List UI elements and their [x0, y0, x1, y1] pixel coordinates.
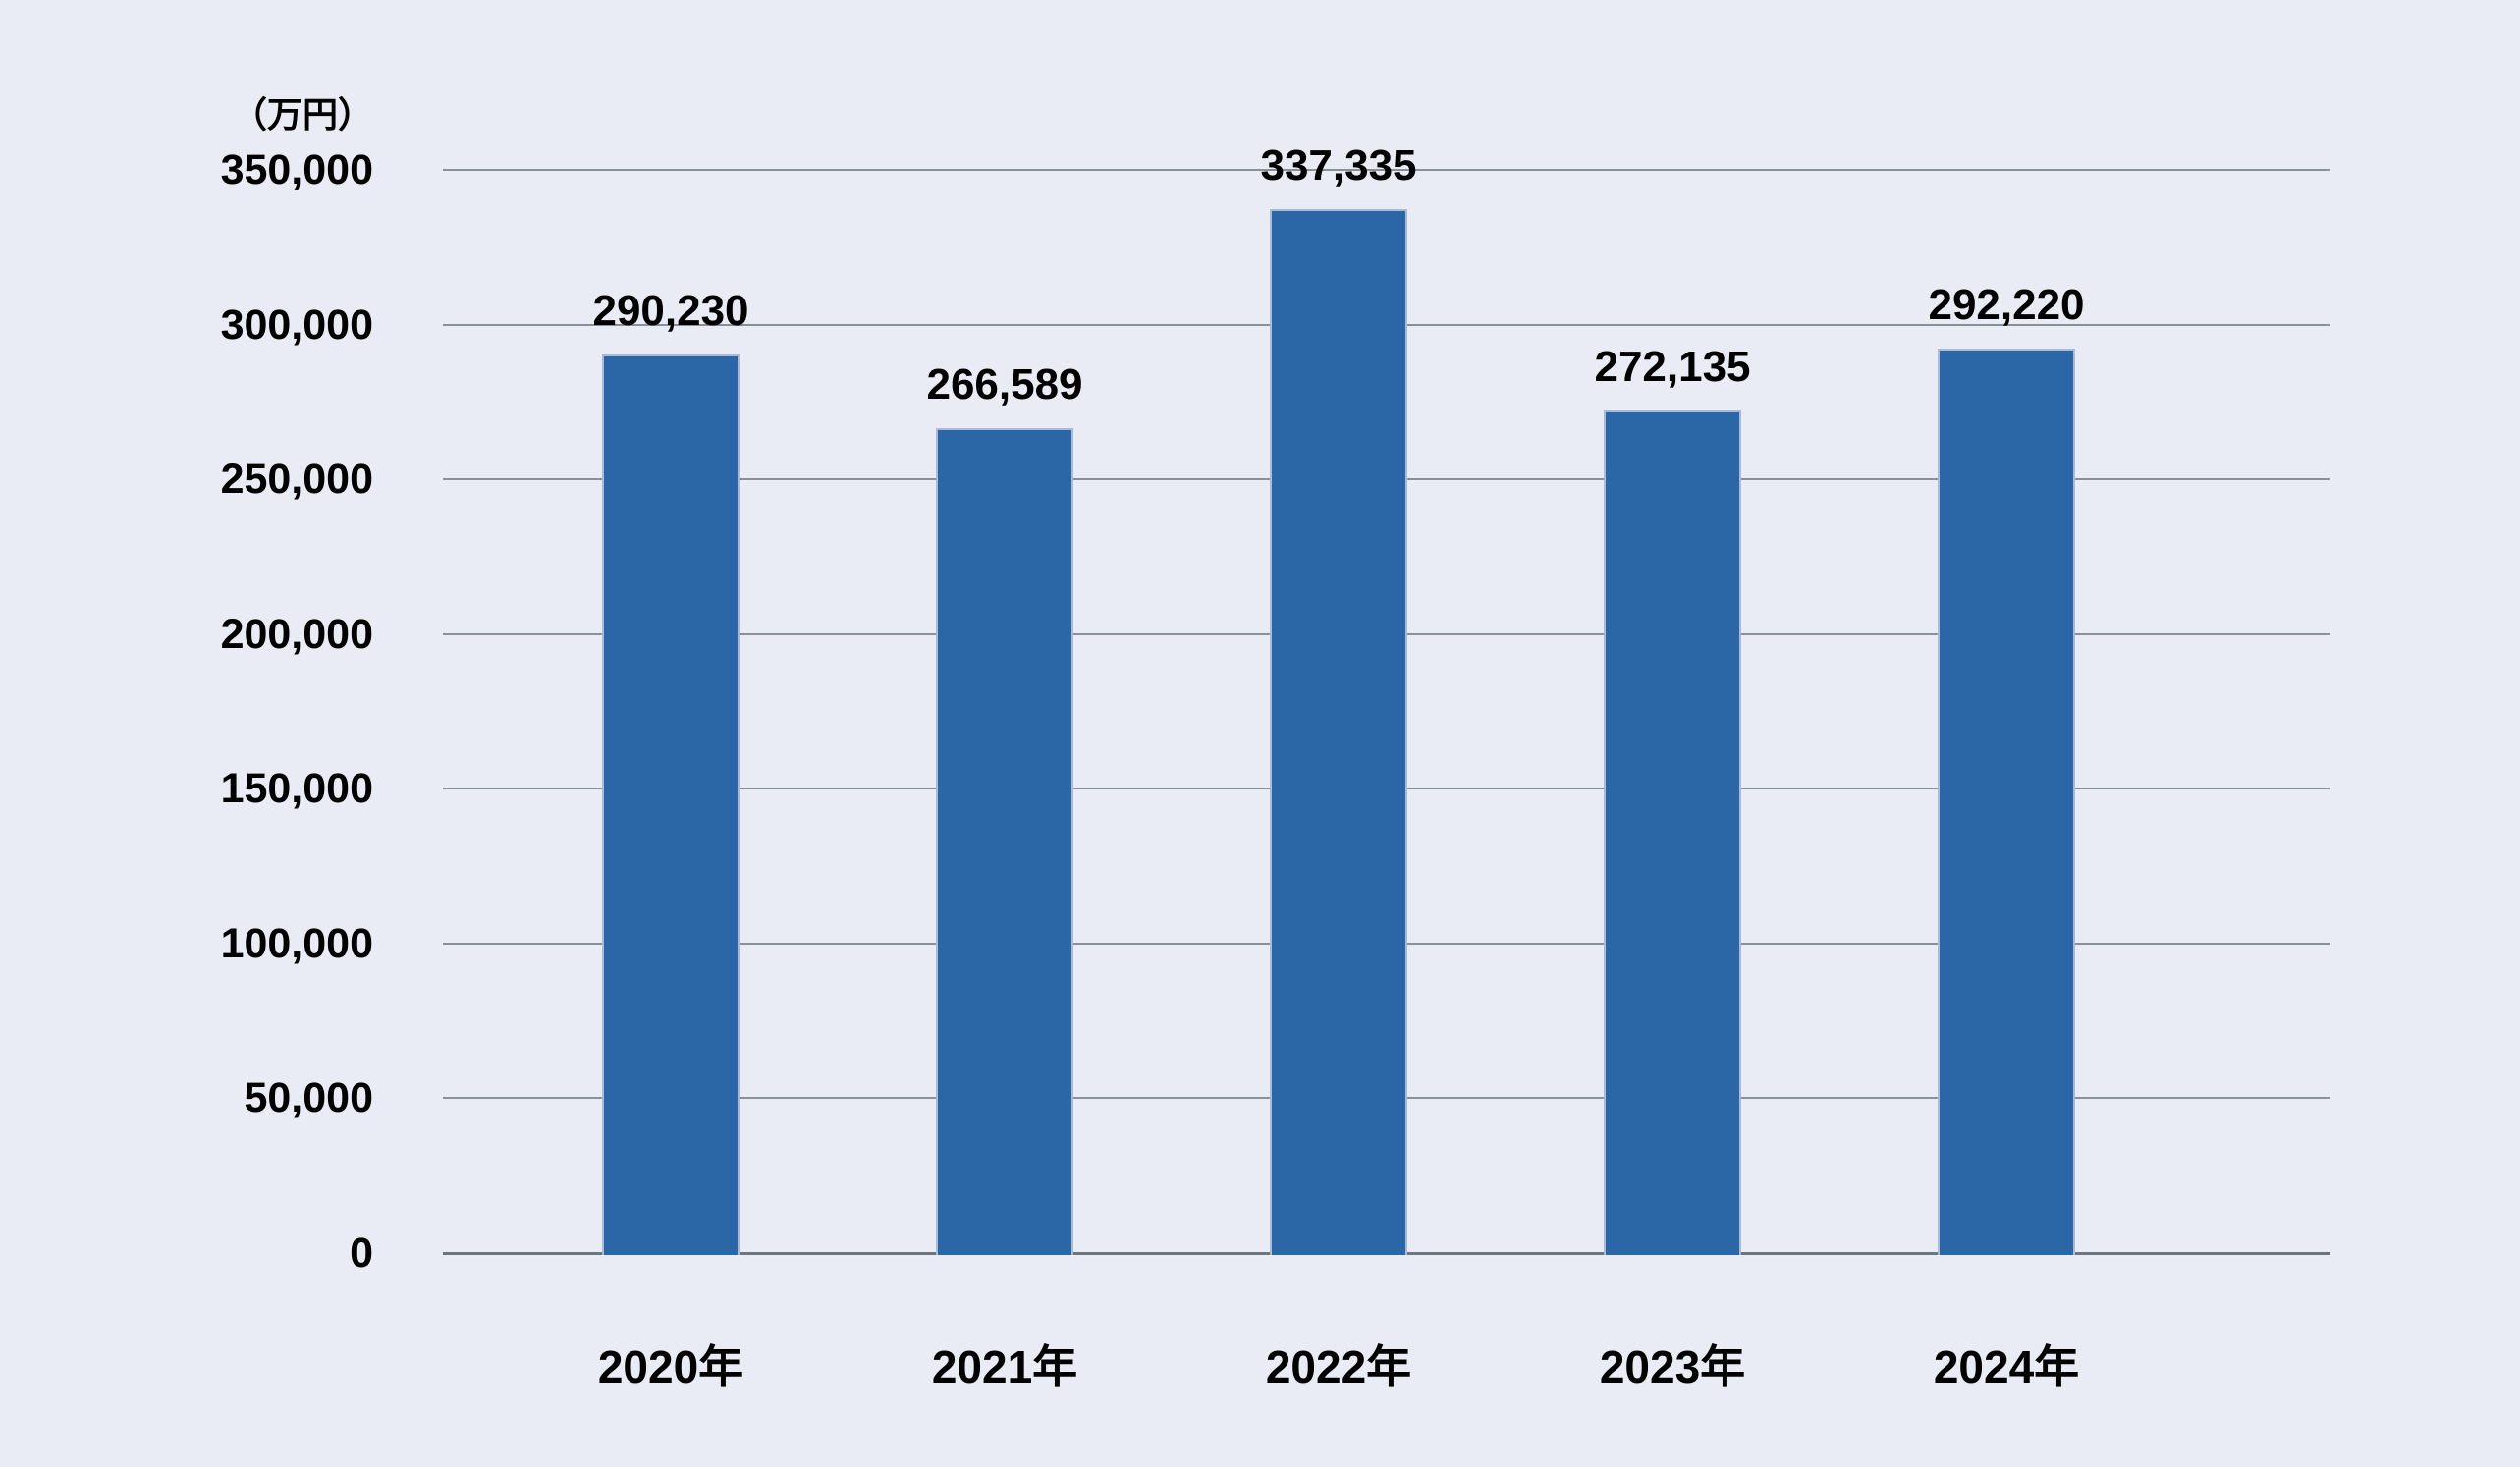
bar-value-label: 292,220	[1928, 281, 2085, 329]
bar	[602, 354, 740, 1255]
bar	[1604, 410, 1741, 1255]
x-category-label: 2022年	[1265, 1341, 1412, 1392]
y-tick-label: 0	[350, 1229, 373, 1277]
bar-value-label: 266,589	[926, 360, 1083, 408]
y-tick-label: 200,000	[220, 610, 373, 658]
y-tick-label: 150,000	[220, 765, 373, 813]
x-category-label: 2023年	[1599, 1341, 1746, 1392]
bar	[1938, 349, 2075, 1255]
y-tick-label: 300,000	[220, 300, 373, 349]
x-category-label: 2021年	[931, 1341, 1078, 1392]
x-category-label: 2024年	[1933, 1341, 2080, 1392]
x-category-label: 2020年	[597, 1341, 744, 1392]
bar	[1270, 209, 1407, 1255]
y-tick-label: 100,000	[220, 919, 373, 967]
y-axis-unit-label: （万円）	[231, 94, 373, 135]
bar-value-label: 290,230	[592, 287, 749, 335]
bar-value-label: 272,135	[1594, 343, 1751, 391]
bar	[936, 428, 1073, 1255]
y-tick-label: 250,000	[220, 456, 373, 504]
y-tick-label: 50,000	[244, 1074, 373, 1122]
bar-value-label: 337,335	[1260, 141, 1417, 190]
y-tick-label: 350,000	[220, 146, 373, 193]
y-gridline	[443, 169, 2330, 171]
